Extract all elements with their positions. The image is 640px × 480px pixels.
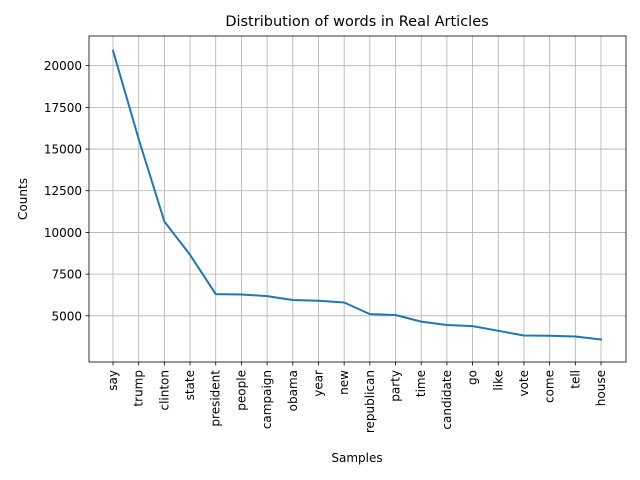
y-tick-label: 12500 — [44, 184, 82, 198]
x-tick-label-obama: obama — [286, 370, 300, 411]
chart-title: Distribution of words in Real Articles — [225, 14, 488, 30]
grid-lines — [89, 36, 626, 362]
axis-ticks — [85, 65, 602, 366]
x-tick-label-republican: republican — [363, 370, 377, 433]
y-tick-label: 5000 — [51, 309, 82, 323]
x-tick-label-people: people — [234, 370, 248, 411]
plot-area-background — [89, 36, 626, 362]
y-tick-labels: 5000 7500 10000 12500 15000 17500 20000 — [44, 59, 82, 323]
x-tick-label-new: new — [337, 370, 351, 395]
x-tick-label-campaign: campaign — [260, 370, 274, 429]
x-tick-label-president: president — [209, 370, 223, 427]
x-tick-label-candidate: candidate — [440, 370, 454, 430]
x-tick-label-vote: vote — [517, 370, 531, 397]
x-tick-label-say: say — [106, 370, 120, 391]
series-line — [111, 49, 603, 341]
y-tick-label: 17500 — [44, 101, 82, 115]
x-tick-label-go: go — [466, 370, 480, 385]
y-tick-label: 7500 — [51, 268, 82, 282]
series-lines — [111, 49, 603, 341]
x-tick-label-like: like — [491, 370, 505, 391]
x-tick-label-tell: tell — [568, 370, 582, 389]
x-tick-label-party: party — [389, 370, 403, 402]
y-axis-label: Counts — [16, 178, 30, 220]
x-tick-label-time: time — [414, 370, 428, 397]
plot-area-frame — [88, 35, 627, 363]
x-tick-labels: say trump clinton state president people campa… — [106, 370, 608, 433]
x-tick-label-state: state — [183, 370, 197, 400]
x-tick-label-year: year — [311, 370, 325, 397]
x-tick-label-clinton: clinton — [157, 370, 171, 411]
y-tick-label: 15000 — [44, 143, 82, 157]
x-tick-label-trump: trump — [132, 370, 146, 407]
y-tick-label: 20000 — [44, 59, 82, 73]
x-axis-label: Samples — [331, 451, 382, 465]
x-tick-label-house: house — [594, 370, 608, 406]
x-tick-label-come: come — [543, 370, 557, 403]
y-tick-label: 10000 — [44, 226, 82, 240]
